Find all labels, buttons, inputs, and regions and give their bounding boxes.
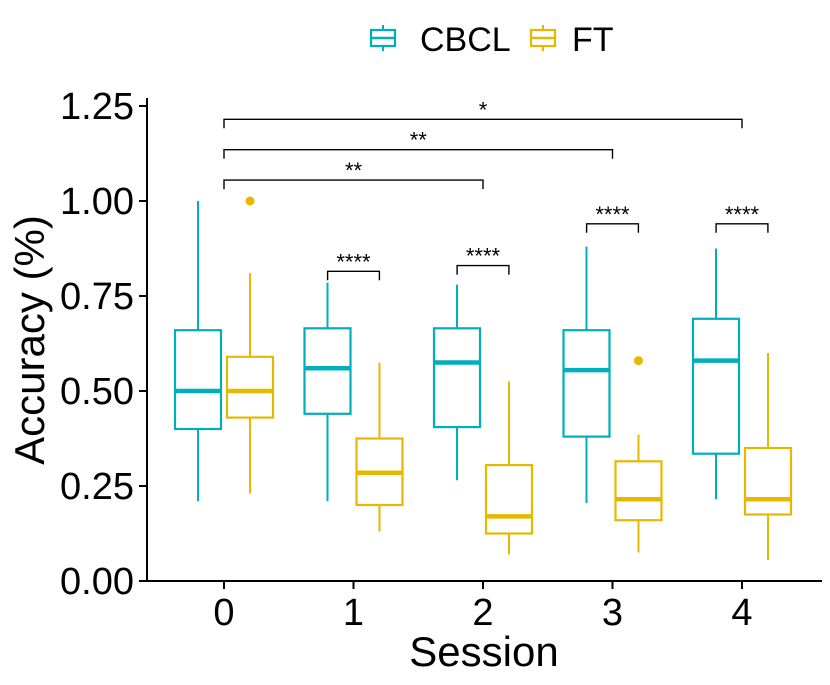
significance-bracket: * xyxy=(223,97,743,129)
box-ft-session-4 xyxy=(743,353,793,561)
legend-label-cbcl: CBCL xyxy=(420,21,511,59)
x-tick-label: 0 xyxy=(213,592,234,634)
significance-label: ** xyxy=(410,128,428,153)
x-tick-label: 3 xyxy=(602,592,623,634)
series-cbcl xyxy=(173,201,741,504)
box-ft-session-0 xyxy=(225,196,275,494)
bracket-line xyxy=(715,223,769,233)
significance-bracket: **** xyxy=(456,244,510,275)
bracket-line xyxy=(223,149,614,159)
legend: CBCL FT xyxy=(369,21,614,59)
legend-key-cbcl xyxy=(369,25,397,51)
iqr-box xyxy=(691,317,741,455)
x-axis-title: Session xyxy=(409,628,558,675)
significance-annotations: ********* ******** **** xyxy=(223,97,769,281)
significance-label: **** xyxy=(336,249,371,274)
box-ft-session-1 xyxy=(355,362,404,532)
outlier-point xyxy=(245,196,255,206)
bracket-line xyxy=(585,223,640,233)
box-cbcl-session-4 xyxy=(691,248,741,500)
y-axis-title: Accuracy (%) xyxy=(6,215,53,465)
significance-bracket: ** xyxy=(223,128,614,159)
box-cbcl-session-3 xyxy=(562,246,611,504)
iqr-box xyxy=(432,327,482,429)
significance-bracket: **** xyxy=(326,249,381,281)
iqr-box xyxy=(225,355,275,419)
significance-bracket: **** xyxy=(585,202,640,233)
box-cbcl-session-1 xyxy=(303,282,352,502)
iqr-box xyxy=(173,329,223,431)
iqr-box xyxy=(303,327,352,415)
box-series xyxy=(173,196,793,561)
significance-label: **** xyxy=(725,202,760,227)
bracket-line xyxy=(223,118,743,129)
significance-label: **** xyxy=(595,202,630,227)
outlier-point xyxy=(634,356,643,366)
y-tick-label: 1.25 xyxy=(60,86,134,128)
series-ft xyxy=(225,196,793,561)
significance-label: ** xyxy=(345,158,363,183)
significance-bracket: **** xyxy=(715,202,769,233)
bracket-line xyxy=(456,264,510,275)
x-tick-label: 2 xyxy=(472,592,493,634)
legend-key-ft xyxy=(529,25,557,51)
y-tick-label: 0.50 xyxy=(60,371,134,413)
significance-label: * xyxy=(479,97,488,122)
iqr-box xyxy=(562,329,611,438)
bracket-line xyxy=(223,179,484,190)
iqr-box xyxy=(614,460,663,522)
iqr-box xyxy=(743,446,793,516)
y-tick-label: 0.25 xyxy=(60,466,134,508)
y-tick-label: 1.00 xyxy=(60,181,134,223)
box-cbcl-session-2 xyxy=(432,284,482,481)
bracket-line xyxy=(326,270,381,281)
box-ft-session-2 xyxy=(484,381,534,555)
significance-bracket: ** xyxy=(223,158,484,190)
box-ft-session-3 xyxy=(614,356,663,553)
y-tick-label: 0.75 xyxy=(60,276,134,318)
x-axis-ticks: 0 1 2 3 4 xyxy=(213,581,753,634)
y-axis-ticks: 0.00 0.25 0.50 0.75 1.00 1.25 xyxy=(60,86,147,603)
x-tick-label: 1 xyxy=(343,592,364,634)
box-cbcl-session-0 xyxy=(173,201,223,502)
x-tick-label: 4 xyxy=(731,592,752,634)
y-tick-label: 0.00 xyxy=(60,561,134,603)
significance-label: **** xyxy=(466,244,501,269)
legend-label-ft: FT xyxy=(572,21,614,59)
iqr-box xyxy=(484,464,534,535)
